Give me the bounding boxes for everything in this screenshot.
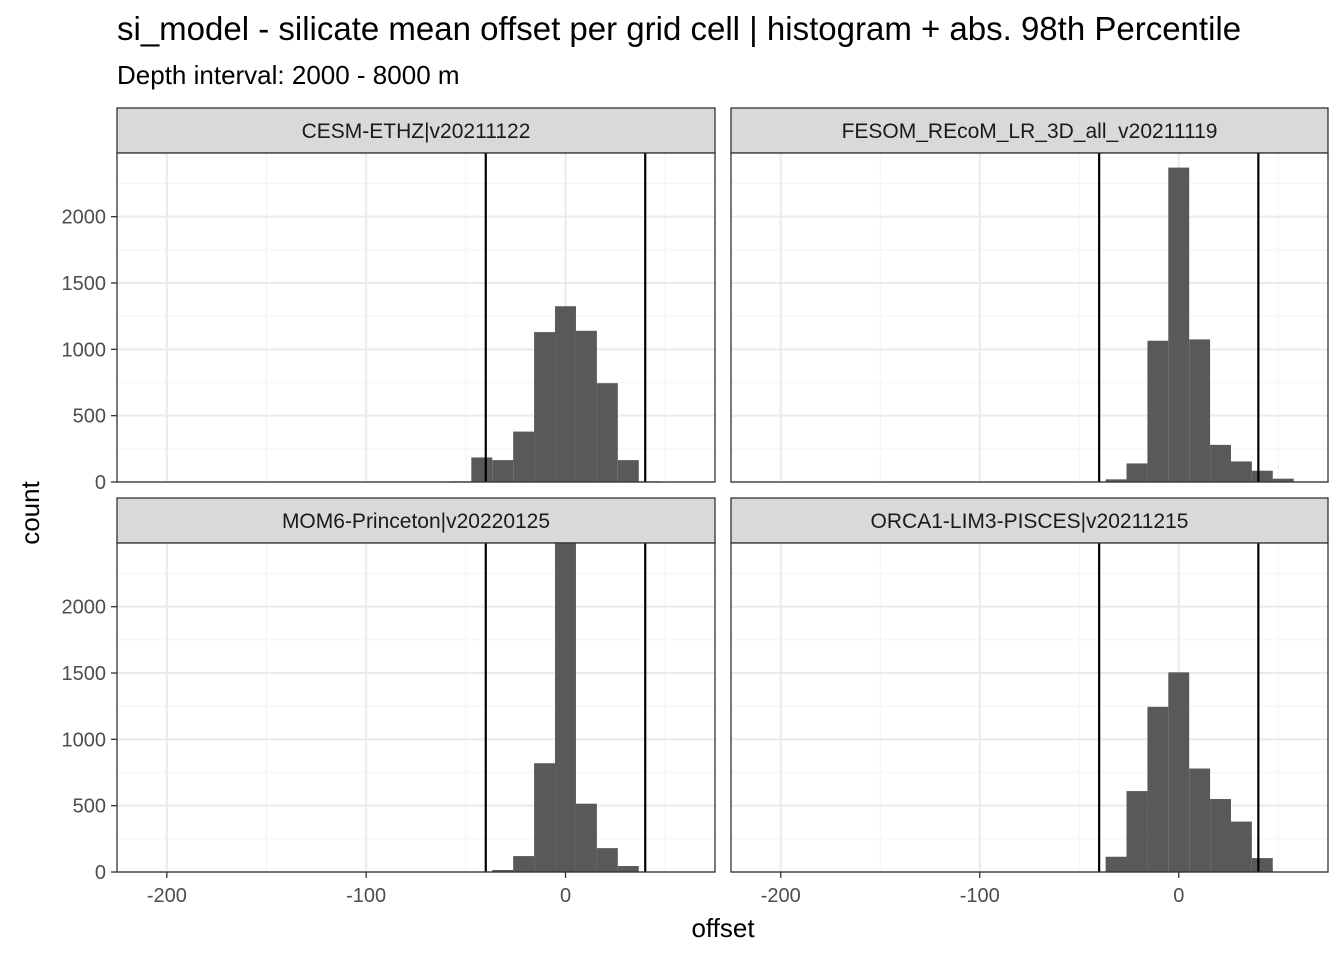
y-tick-label: 1500	[62, 273, 107, 295]
histogram-bar	[513, 431, 535, 482]
y-tick-label: 1000	[62, 339, 107, 361]
panel-background	[731, 153, 1328, 482]
histogram-bar	[1168, 672, 1190, 872]
panel: FESOM_REcoM_LR_3D_all_v20211119	[730, 107, 1329, 483]
panel: MOM6-Princeton|v20220125 0 500 1000 1500 2000…	[62, 497, 716, 907]
panel-border	[116, 152, 716, 483]
panel-label: ORCA1-LIM3-PISCES|v20211215	[871, 510, 1189, 533]
histogram-bar	[1189, 339, 1211, 482]
histogram-bar	[513, 856, 535, 872]
histogram-bar	[1189, 768, 1211, 872]
y-tick-label: 0	[95, 862, 106, 884]
y-tick-label: 0	[95, 472, 106, 494]
y-tick-label: 2000	[62, 597, 107, 619]
histogram-bar	[492, 460, 514, 482]
histogram-bar	[534, 763, 556, 872]
panel: ORCA1-LIM3-PISCES|v20211215 -200 -100 0	[730, 497, 1329, 907]
y-tick-label: 500	[73, 406, 106, 428]
panel: CESM-ETHZ|v20211122 0 500 1000 1500 2000	[62, 107, 716, 494]
x-tick-label: -200	[761, 885, 801, 907]
histogram-bar	[617, 460, 639, 482]
histogram-bar	[1210, 444, 1231, 482]
panel-border	[730, 152, 1329, 483]
x-tick-label: -200	[147, 885, 187, 907]
histogram-bar	[575, 803, 597, 872]
y-tick-label: 1000	[62, 729, 107, 751]
x-tick-label: 0	[560, 885, 571, 907]
chart-title: si_model - silicate mean offset per grid…	[117, 10, 1241, 47]
histogram-bar	[534, 332, 556, 482]
histogram-bar	[575, 330, 597, 482]
y-tick-label: 1500	[62, 663, 107, 685]
panel-background	[117, 153, 715, 482]
histogram-bar	[1272, 478, 1294, 482]
histogram-bar	[1230, 461, 1252, 482]
histogram-bar	[471, 457, 493, 482]
y-tick-label: 2000	[62, 207, 107, 229]
panel-strip	[116, 497, 716, 544]
panel-label: CESM-ETHZ|v20211122	[302, 120, 531, 143]
histogram-bar	[1105, 856, 1127, 872]
panel-border	[730, 542, 1329, 873]
x-tick-label: -100	[346, 885, 386, 907]
histogram-bar	[1168, 167, 1190, 482]
panel-label: FESOM_REcoM_LR_3D_all_v20211119	[842, 120, 1218, 143]
panel-strip	[116, 107, 716, 154]
histogram-bar	[1147, 340, 1169, 482]
histogram-bar	[555, 543, 576, 872]
panel-border	[116, 542, 716, 873]
y-tick-label: 500	[73, 796, 106, 818]
histogram-bar	[1147, 706, 1169, 872]
histogram-bar	[1126, 463, 1148, 482]
histogram-bar	[1105, 479, 1127, 482]
panels-group: CESM-ETHZ|v20211122 0 500 1000 1500 2000 FESOM…	[62, 107, 1329, 907]
histogram-bar	[492, 870, 514, 872]
histogram-bar	[1210, 799, 1231, 872]
x-axis-title: offset	[691, 913, 755, 943]
y-axis-title: count	[15, 480, 45, 544]
histogram-bar	[555, 306, 576, 482]
x-tick-label: 0	[1173, 885, 1184, 907]
histogram-bar	[1230, 821, 1252, 872]
histogram-bar	[1251, 470, 1273, 482]
histogram-bar	[596, 383, 618, 482]
panel-strip	[730, 497, 1329, 544]
chart-subtitle: Depth interval: 2000 - 8000 m	[117, 60, 460, 90]
histogram-bar	[596, 848, 618, 872]
histogram-bar	[1126, 791, 1148, 872]
x-tick-label: -100	[960, 885, 1000, 907]
histogram-bar	[617, 866, 639, 872]
histogram-bar	[1251, 858, 1273, 872]
panel-background	[117, 543, 715, 872]
panel-label: MOM6-Princeton|v20220125	[282, 510, 550, 533]
